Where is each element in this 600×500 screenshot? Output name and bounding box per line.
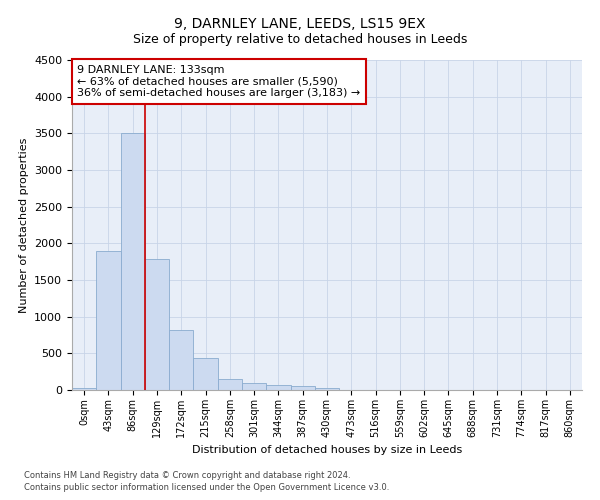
Y-axis label: Number of detached properties: Number of detached properties xyxy=(19,138,29,312)
Bar xyxy=(96,250,121,390)
Bar xyxy=(290,386,315,390)
Text: Size of property relative to detached houses in Leeds: Size of property relative to detached ho… xyxy=(133,32,467,46)
Bar xyxy=(193,358,218,390)
Bar xyxy=(145,260,169,390)
Bar xyxy=(242,383,266,390)
Text: 9, DARNLEY LANE, LEEDS, LS15 9EX: 9, DARNLEY LANE, LEEDS, LS15 9EX xyxy=(174,18,426,32)
Bar xyxy=(169,330,193,390)
Bar xyxy=(315,388,339,390)
Text: 9 DARNLEY LANE: 133sqm
← 63% of detached houses are smaller (5,590)
36% of semi-: 9 DARNLEY LANE: 133sqm ← 63% of detached… xyxy=(77,65,361,98)
Bar xyxy=(218,378,242,390)
X-axis label: Distribution of detached houses by size in Leeds: Distribution of detached houses by size … xyxy=(192,446,462,456)
Bar xyxy=(121,134,145,390)
Bar xyxy=(72,388,96,390)
Bar xyxy=(266,385,290,390)
Text: Contains public sector information licensed under the Open Government Licence v3: Contains public sector information licen… xyxy=(24,484,389,492)
Text: Contains HM Land Registry data © Crown copyright and database right 2024.: Contains HM Land Registry data © Crown c… xyxy=(24,471,350,480)
